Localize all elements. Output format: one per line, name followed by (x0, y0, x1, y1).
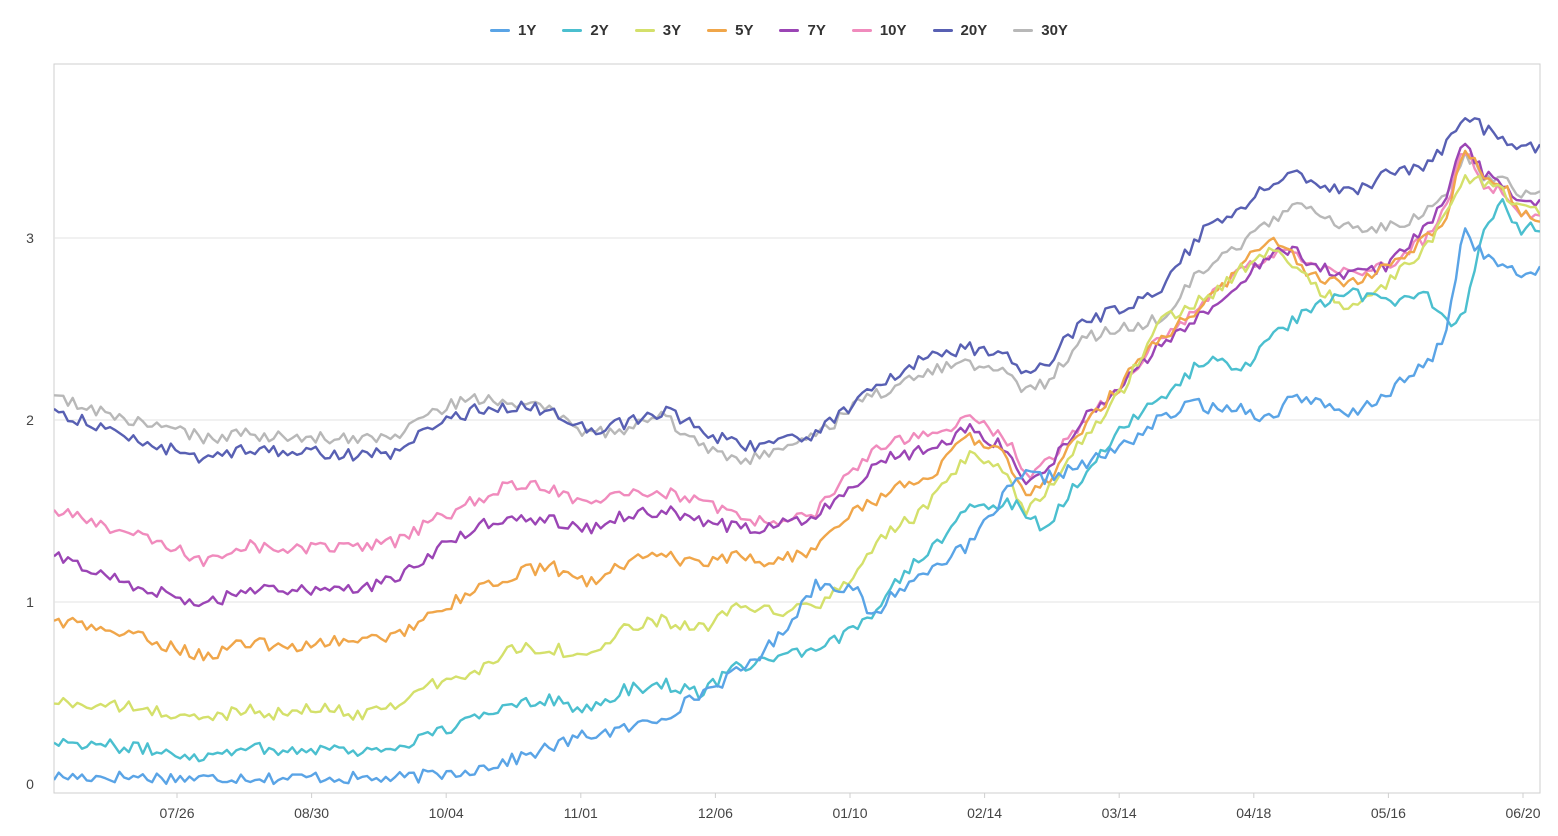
y-tick-label: 0 (26, 776, 34, 792)
legend-item-30y[interactable]: 30Y (1013, 22, 1068, 39)
series-line-7y (54, 142, 1540, 608)
x-tick-label: 04/18 (1236, 805, 1271, 821)
legend-swatch (562, 29, 583, 32)
legend-label: 7Y (807, 22, 826, 39)
legend-swatch (634, 29, 655, 32)
y-tick-label: 3 (26, 230, 34, 246)
legend-label: 2Y (590, 22, 609, 39)
chart-legend: 1Y 2Y 3Y 5Y 7Y 10Y 20Y 30Y (0, 22, 1558, 39)
series-line-1y (54, 227, 1540, 786)
legend-swatch (851, 29, 872, 32)
x-tick-label: 01/10 (832, 805, 867, 821)
legend-item-20y[interactable]: 20Y (932, 22, 988, 39)
y-tick-label: 2 (26, 412, 34, 428)
legend-item-1y[interactable]: 1Y (490, 22, 536, 39)
legend-item-5y[interactable]: 5Y (707, 22, 753, 39)
x-tick-label: 12/06 (698, 805, 733, 821)
series-line-30y (54, 151, 1540, 466)
series-line-10y (54, 152, 1540, 568)
legend-item-3y[interactable]: 3Y (634, 22, 682, 39)
series-line-5y (54, 149, 1540, 662)
x-tick-label: 10/04 (429, 805, 464, 821)
x-tick-label: 11/01 (564, 805, 598, 821)
legend-swatch (1013, 29, 1034, 32)
x-tick-label: 02/14 (967, 805, 1002, 821)
series-line-3y (54, 174, 1540, 722)
legend-swatch (932, 29, 953, 32)
legend-label: 1Y (518, 22, 537, 39)
legend-item-7y[interactable]: 7Y (779, 22, 826, 39)
x-tick-label: 07/26 (159, 805, 194, 821)
x-tick-label: 08/30 (294, 805, 329, 821)
y-tick-label: 1 (26, 594, 34, 610)
legend-label: 10Y (879, 22, 907, 39)
series-line-20y (54, 116, 1540, 464)
x-tick-label: 05/16 (1371, 805, 1406, 821)
x-tick-label: 06/20 (1505, 805, 1540, 821)
legend-item-10y[interactable]: 10Y (851, 22, 907, 39)
legend-label: 30Y (1041, 22, 1068, 39)
legend-swatch (779, 29, 800, 32)
legend-label: 5Y (735, 22, 754, 39)
legend-label: 20Y (960, 22, 988, 39)
series-line-2y (54, 197, 1540, 763)
plot-frame (53, 63, 1541, 794)
x-tick-label: 03/14 (1102, 805, 1137, 821)
legend-item-2y[interactable]: 2Y (562, 22, 609, 39)
legend-swatch (707, 29, 728, 32)
legend-label: 3Y (662, 22, 682, 39)
legend-swatch (490, 29, 511, 32)
